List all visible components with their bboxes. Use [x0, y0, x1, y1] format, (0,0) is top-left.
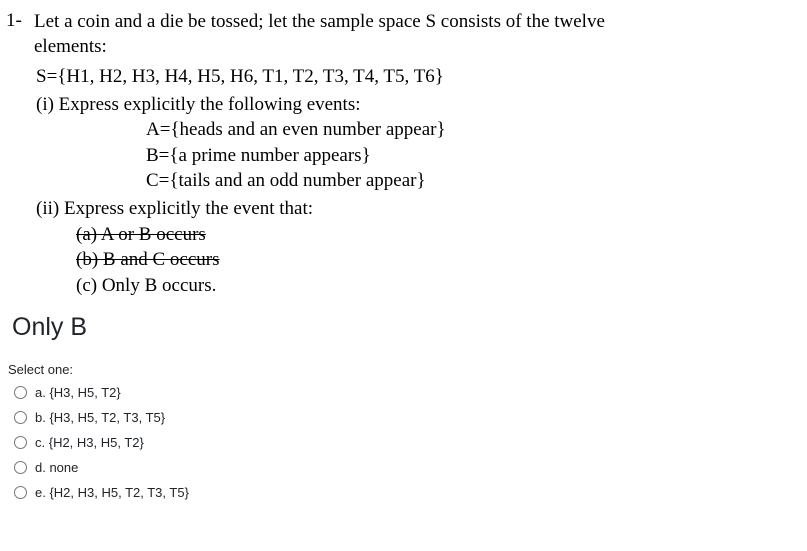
option-e[interactable]: e. {H2, H3, H5, T2, T3, T5}	[14, 485, 801, 500]
intro-line1: Let a coin and a die be tossed; let the …	[34, 11, 605, 32]
intro-line2: elements:	[34, 36, 107, 57]
option-d[interactable]: d. none	[14, 460, 801, 475]
option-c-label: c. {H2, H3, H5, T2}	[35, 435, 144, 450]
option-d-label: d. none	[35, 460, 78, 475]
radio-d[interactable]	[14, 461, 27, 474]
only-b-heading: Only B	[12, 313, 801, 342]
part-i-label: (i) Express explicitly the following eve…	[36, 92, 801, 118]
event-a: A={heads and an even number appear}	[146, 117, 801, 143]
option-e-label: e. {H2, H3, H5, T2, T3, T5}	[35, 485, 189, 500]
option-c[interactable]: c. {H2, H3, H5, T2}	[14, 435, 801, 450]
sub-items: (a) A or B occurs (b) B and C occurs (c)…	[76, 222, 801, 299]
part-ii-label: (ii) Express explicitly the event that:	[36, 196, 801, 222]
question-block: 1- Let a coin and a die be tossed; let t…	[6, 8, 801, 299]
sub-b: (b) B and C occurs	[76, 247, 801, 273]
select-one-label: Select one:	[8, 362, 801, 377]
option-a-label: a. {H3, H5, T2}	[35, 385, 121, 400]
option-b[interactable]: b. {H3, H5, T2, T3, T5}	[14, 410, 801, 425]
sub-a: (a) A or B occurs	[76, 222, 801, 248]
options-group: a. {H3, H5, T2} b. {H3, H5, T2, T3, T5} …	[14, 385, 801, 500]
option-b-label: b. {H3, H5, T2, T3, T5}	[35, 410, 165, 425]
events-definitions: A={heads and an even number appear} B={a…	[146, 117, 801, 194]
event-b: B={a prime number appears}	[146, 143, 801, 169]
question-intro: Let a coin and a die be tossed; let the …	[34, 9, 801, 60]
radio-c[interactable]	[14, 436, 27, 449]
radio-a[interactable]	[14, 386, 27, 399]
question-number-row: 1- Let a coin and a die be tossed; let t…	[6, 8, 801, 60]
radio-e[interactable]	[14, 486, 27, 499]
option-a[interactable]: a. {H3, H5, T2}	[14, 385, 801, 400]
radio-b[interactable]	[14, 411, 27, 424]
sample-space: S={H1, H2, H3, H4, H5, H6, T1, T2, T3, T…	[36, 64, 801, 90]
event-c: C={tails and an odd number appear}	[146, 168, 801, 194]
sub-c: (c) Only B occurs.	[76, 273, 801, 299]
question-number: 1-	[6, 8, 34, 34]
